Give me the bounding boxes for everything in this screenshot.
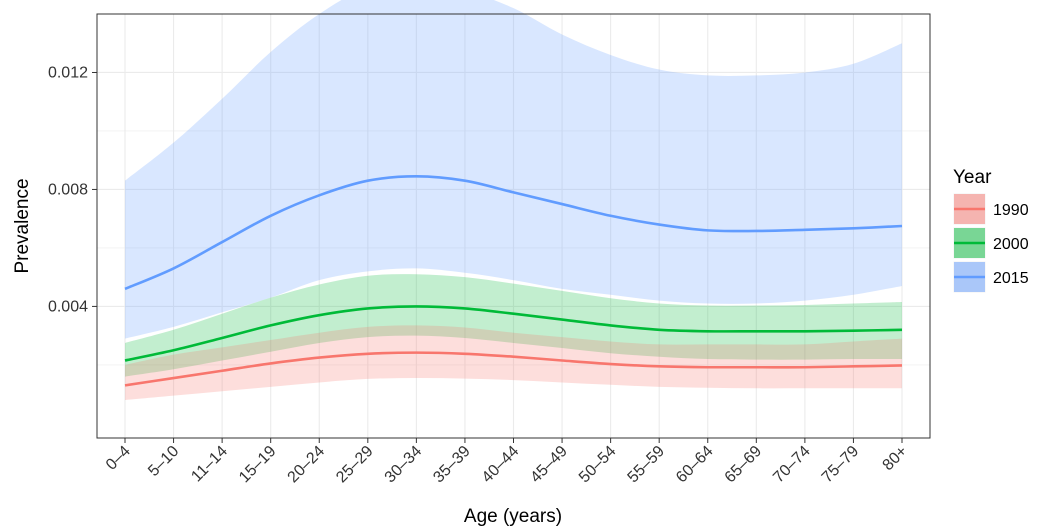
x-tick-label: 30–34: [382, 443, 426, 487]
ribbon-1990: [125, 325, 902, 400]
series-line-2000: [124, 305, 903, 362]
ribbon-layer: [125, 0, 902, 400]
x-tick-label: 75–79: [819, 443, 863, 487]
legend-item-2015: 2015: [952, 260, 1029, 294]
x-tick-label: 0–4: [103, 443, 134, 474]
series-line-1990: [124, 351, 903, 387]
line-layer: [124, 174, 903, 387]
x-tick-label: 65–69: [722, 443, 766, 487]
x-tick-label: 70–74: [770, 443, 814, 487]
x-axis: 0–4 5–10 11–14 15–19 20–24 25–29 30–34 35–39 40–…: [103, 438, 911, 486]
y-axis-title: Prevalence: [12, 178, 33, 273]
x-tick-label: 45–49: [527, 443, 571, 487]
legend-label: 2015: [993, 270, 1029, 287]
x-tick-label: 5–10: [145, 443, 182, 480]
y-tick-label: 0.008: [48, 181, 88, 198]
x-tick-label: 55–59: [625, 443, 669, 487]
x-tick-label: 50–54: [576, 443, 620, 487]
ribbon-2015: [125, 0, 902, 339]
ribbon-2000: [125, 274, 902, 377]
legend-item-1990: 1990: [952, 192, 1029, 226]
x-tick-label: 25–29: [333, 443, 377, 487]
legend-item-2000: 2000: [952, 226, 1029, 260]
x-tick-label: 15–19: [236, 443, 280, 487]
y-axis: 0.004 0.008 0.012: [48, 64, 97, 315]
x-tick-label: 80+: [880, 443, 911, 474]
y-tick-label: 0.004: [48, 298, 88, 315]
series-line-2015: [124, 174, 903, 291]
legend: Year 1990 2000 2015: [952, 167, 1029, 294]
x-tick-label: 35–39: [430, 443, 474, 487]
legend-title: Year: [953, 167, 992, 188]
legend-label: 1990: [993, 202, 1029, 219]
x-tick-label: 60–64: [673, 443, 717, 487]
x-tick-label: 20–24: [285, 443, 329, 487]
x-tick-label: 11–14: [188, 443, 231, 486]
legend-label: 2000: [993, 236, 1029, 253]
x-tick-label: 40–44: [479, 443, 523, 487]
x-axis-title: Age (years): [464, 506, 562, 527]
y-tick-label: 0.012: [48, 64, 88, 81]
